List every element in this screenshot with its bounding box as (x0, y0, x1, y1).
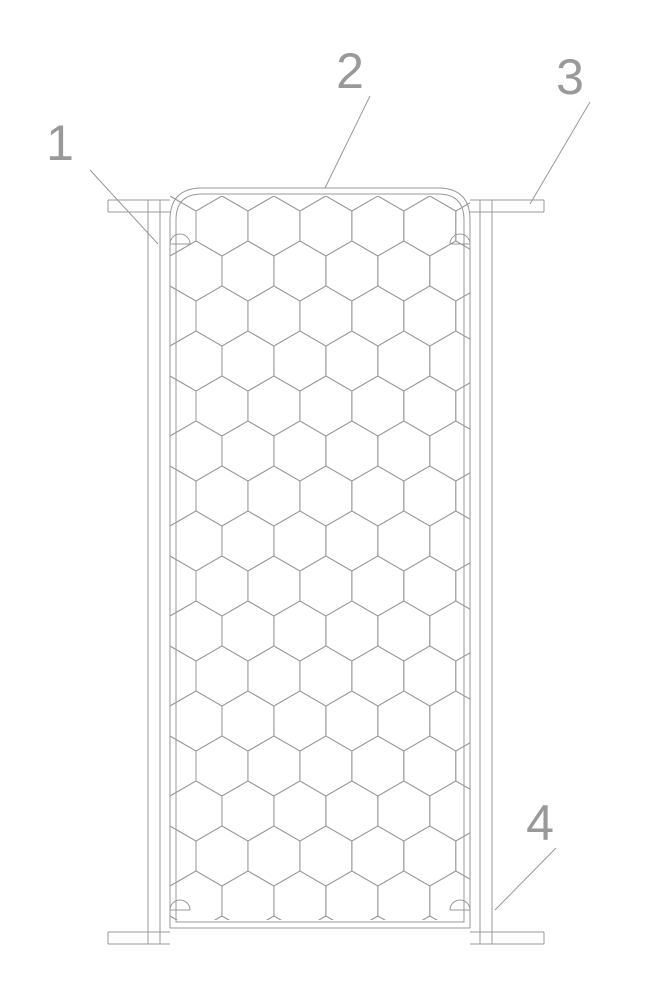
callout-3: 3 (556, 49, 584, 105)
bolt-1 (170, 234, 190, 244)
leader-3 (530, 102, 590, 204)
leader-4 (495, 848, 556, 910)
callout-1: 1 (46, 115, 74, 171)
callout-4: 4 (526, 795, 554, 851)
leader-2 (325, 96, 370, 188)
bolt-4 (450, 900, 470, 910)
panel-outer (170, 188, 470, 928)
callout-2: 2 (336, 43, 364, 99)
bolt-3 (170, 900, 190, 910)
honeycomb (66, 151, 560, 976)
